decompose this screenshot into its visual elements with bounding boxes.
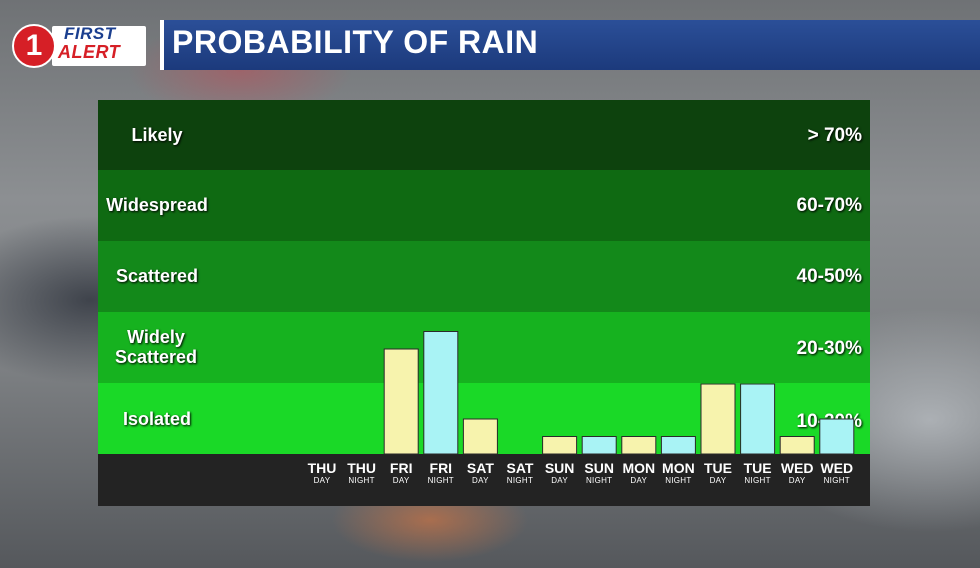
x-tick-thu-night: THU NIGHT bbox=[342, 460, 382, 486]
x-tick-period-label: DAY bbox=[551, 476, 568, 485]
band-label-isolated: Isolated bbox=[122, 409, 192, 429]
x-tick-day-label: TUE bbox=[704, 460, 732, 476]
x-tick-day-label: MON bbox=[662, 460, 695, 476]
logo-numeral: 1 bbox=[12, 24, 56, 68]
band-label-likely: Likely bbox=[131, 125, 183, 145]
x-tick-period-label: DAY bbox=[392, 476, 410, 485]
x-tick-period-label: DAY bbox=[630, 476, 648, 485]
x-tick-day-label: FRI bbox=[429, 460, 453, 476]
x-tick-wed-day: WED DAY bbox=[777, 460, 817, 486]
first-alert-logo: 1 FIRST ALERT bbox=[12, 22, 146, 70]
x-tick-day-label: THU bbox=[347, 460, 376, 476]
x-tick-period-label: NIGHT bbox=[744, 476, 771, 485]
band-range-widely-scattered: 20-30% bbox=[796, 338, 863, 359]
band-likely: Likely > 70% bbox=[98, 100, 870, 170]
x-tick-day-label: SUN bbox=[544, 460, 575, 476]
x-tick-period-label: DAY bbox=[472, 476, 489, 485]
bar-fri-night bbox=[423, 331, 459, 455]
x-tick-period-label: DAY bbox=[788, 476, 806, 485]
logo-alert-text: ALERT bbox=[58, 42, 121, 62]
page-title: PROBABILITY OF RAIN bbox=[172, 24, 539, 60]
band-widespread: Widespread 60-70% bbox=[98, 170, 870, 241]
x-tick-day-label: SUN bbox=[584, 460, 614, 476]
bar-sun-night bbox=[581, 436, 617, 455]
x-tick-tue-day: TUE DAY bbox=[698, 460, 738, 486]
bar-wed-night bbox=[819, 418, 855, 455]
x-tick-period-label: NIGHT bbox=[665, 476, 692, 485]
x-tick-period-label: NIGHT bbox=[427, 476, 454, 485]
bar-mon-day bbox=[621, 436, 657, 455]
x-tick-sun-night: SUN NIGHT bbox=[579, 460, 619, 486]
band-label-scattered: Scattered bbox=[115, 266, 199, 286]
x-tick-day-label: TUE bbox=[743, 460, 772, 476]
band-range-likely: > 70% bbox=[807, 125, 862, 146]
x-tick-sun-day: SUN DAY bbox=[540, 460, 580, 486]
bar-mon-night bbox=[660, 436, 696, 455]
bar-sun-day bbox=[542, 436, 578, 455]
x-tick-period-label: DAY bbox=[709, 476, 727, 485]
x-tick-fri-day: FRI DAY bbox=[381, 460, 421, 486]
band-widely-scattered: Widely Scattered 20-30% bbox=[98, 312, 870, 383]
title-bar: PROBABILITY OF RAIN bbox=[160, 20, 980, 70]
bar-fri-day bbox=[383, 348, 419, 455]
x-tick-period-label: NIGHT bbox=[585, 476, 613, 485]
logo-first-text: FIRST bbox=[64, 24, 116, 43]
x-tick-period-label: DAY bbox=[313, 476, 331, 485]
x-tick-fri-night: FRI NIGHT bbox=[421, 460, 461, 486]
bar-layer bbox=[383, 331, 855, 455]
x-tick-tue-night: TUE NIGHT bbox=[738, 460, 778, 486]
band-label-widespread: Widespread bbox=[106, 195, 208, 215]
bar-sat-day bbox=[462, 418, 498, 455]
x-tick-sat-day: SAT DAY bbox=[460, 460, 500, 486]
x-tick-mon-day: MON DAY bbox=[619, 460, 659, 486]
band-label-widely-scattered: Widely Scattered bbox=[114, 327, 198, 367]
x-tick-period-label: NIGHT bbox=[348, 476, 375, 485]
band-range-scattered: 40-50% bbox=[796, 266, 863, 287]
x-tick-mon-night: MON NIGHT bbox=[658, 460, 698, 486]
bar-tue-night bbox=[740, 383, 776, 455]
rain-chart-panel: Likely > 70% Widespread 60-70% Scattered… bbox=[98, 100, 870, 506]
x-tick-day-label: MON bbox=[622, 460, 656, 476]
x-tick-day-label: SAT bbox=[506, 460, 534, 476]
band-scattered: Scattered 40-50% bbox=[98, 241, 870, 312]
x-tick-day-label: THU bbox=[307, 460, 337, 476]
x-tick-day-label: WED bbox=[820, 460, 854, 476]
x-tick-period-label: NIGHT bbox=[506, 476, 534, 485]
x-tick-day-label: WED bbox=[780, 460, 814, 476]
x-tick-period-label: NIGHT bbox=[823, 476, 850, 485]
logo-plate bbox=[52, 26, 146, 66]
bar-tue-day bbox=[700, 383, 736, 455]
x-tick-sat-night: SAT NIGHT bbox=[500, 460, 540, 486]
bar-wed-day bbox=[779, 436, 815, 455]
x-tick-day-label: FRI bbox=[389, 460, 413, 476]
x-tick-day-label: SAT bbox=[466, 460, 494, 476]
x-tick-wed-night: WED NIGHT bbox=[817, 460, 857, 486]
x-tick-thu-day: THU DAY bbox=[302, 460, 342, 486]
band-range-widespread: 60-70% bbox=[796, 195, 863, 216]
